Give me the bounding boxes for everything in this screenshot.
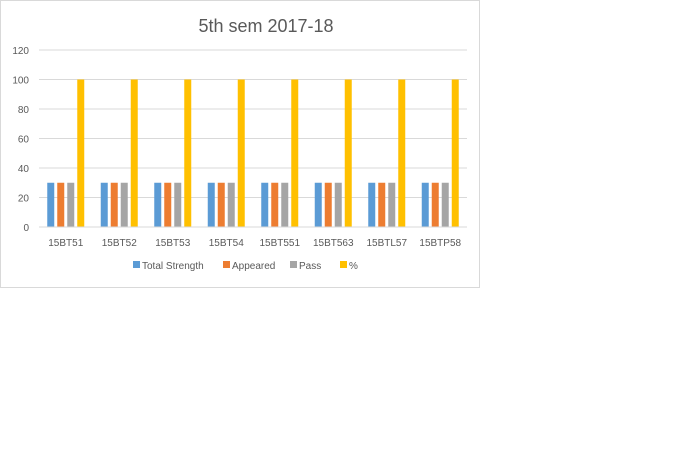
y-tick-label: 80: [18, 105, 30, 116]
bar: [291, 80, 298, 228]
bar: [57, 183, 64, 227]
bar: [47, 183, 54, 227]
bar-chart: 5th sem 2017-18 0 20 40 60 80 100 120 15BT51 15…: [1, 1, 481, 289]
x-tick-label: 15BT52: [102, 238, 137, 249]
bar: [218, 183, 225, 227]
x-tick-label: 15BTL57: [366, 238, 407, 249]
bar: [208, 183, 215, 227]
x-tick-label: 15BTP58: [419, 238, 461, 249]
bar: [432, 183, 439, 227]
legend-swatch: [290, 261, 297, 268]
bar: [345, 80, 352, 228]
bar: [335, 183, 342, 227]
bar: [378, 183, 385, 227]
legend-label: Pass: [299, 261, 321, 272]
bar: [67, 183, 74, 227]
bar: [121, 183, 128, 227]
y-tick-label: 20: [18, 194, 30, 205]
legend-label: %: [349, 261, 358, 272]
legend-swatch: [223, 261, 230, 268]
x-tick-label: 15BT563: [313, 238, 354, 249]
bar: [111, 183, 118, 227]
bar: [184, 80, 191, 228]
x-tick-label: 15BT51: [48, 238, 83, 249]
y-tick-label: 120: [12, 46, 29, 57]
x-tick-label: 15BT54: [209, 238, 244, 249]
bar: [442, 183, 449, 227]
legend-label: Appeared: [232, 261, 275, 272]
bar: [398, 80, 405, 228]
bar: [271, 183, 278, 227]
bar: [452, 80, 459, 228]
bar: [101, 183, 108, 227]
bar: [228, 183, 235, 227]
x-tick-label: 15BT551: [259, 238, 300, 249]
legend-label: Total Strength: [142, 261, 204, 272]
chart-container: 5th sem 2017-18 0 20 40 60 80 100 120 15BT51 15…: [0, 0, 480, 288]
x-tick-label: 15BT53: [155, 238, 190, 249]
bar: [388, 183, 395, 227]
bar: [261, 183, 268, 227]
bar: [174, 183, 181, 227]
y-tick-label: 100: [12, 76, 29, 87]
bar: [281, 183, 288, 227]
bar: [164, 183, 171, 227]
bar: [422, 183, 429, 227]
y-tick-label: 40: [18, 164, 30, 175]
legend-swatch: [340, 261, 347, 268]
bar: [154, 183, 161, 227]
bar: [238, 80, 245, 228]
y-tick-label: 60: [18, 135, 30, 146]
y-tick-label: 0: [23, 223, 29, 234]
bar: [131, 80, 138, 228]
legend-swatch: [133, 261, 140, 268]
bar: [325, 183, 332, 227]
bar: [315, 183, 322, 227]
chart-title: 5th sem 2017-18: [198, 16, 333, 36]
bar: [368, 183, 375, 227]
bar: [77, 80, 84, 228]
